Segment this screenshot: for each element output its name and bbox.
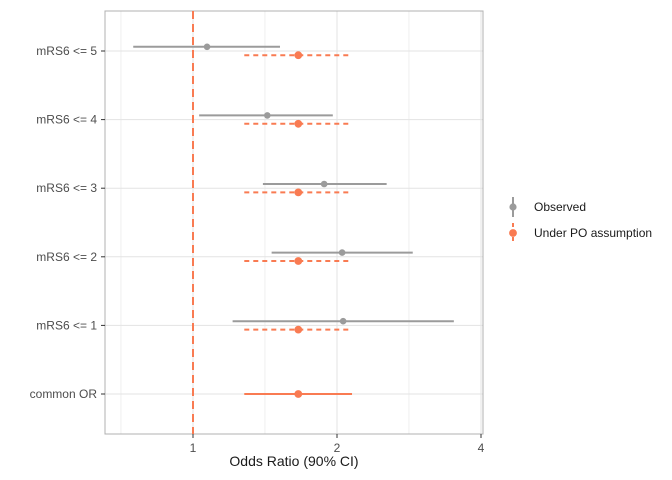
- legend-label-po: Under PO assumption: [534, 226, 653, 240]
- observed-key-icon: [509, 197, 517, 217]
- po-point: [294, 119, 303, 128]
- legend: Observed Under PO assumption: [504, 194, 652, 246]
- x-axis-title: Odds Ratio (90% CI): [229, 453, 359, 469]
- po-key-point: [509, 229, 517, 237]
- legend-item-observed: Observed: [504, 194, 652, 220]
- y-axis-label: mRS6 <= 1: [36, 318, 97, 332]
- y-axis-label: mRS6 <= 3: [36, 181, 97, 195]
- y-axis-label: mRS6 <= 2: [36, 250, 97, 264]
- po-point: [294, 257, 303, 265]
- y-axis-label: mRS6 <= 5: [36, 44, 97, 58]
- po-point: [294, 390, 303, 398]
- po-key-icon: [509, 223, 517, 243]
- observed-point: [203, 43, 211, 51]
- po-point: [294, 188, 303, 197]
- y-axis-label: mRS6 <= 4: [36, 113, 97, 127]
- po-point: [294, 325, 303, 334]
- observed-point: [264, 112, 271, 119]
- observed-key-point: [509, 203, 517, 211]
- y-axis-label: common OR: [30, 387, 98, 401]
- po-point: [294, 51, 303, 60]
- x-tick-label: 2: [334, 441, 341, 455]
- observed-point: [338, 249, 346, 256]
- legend-item-po: Under PO assumption: [504, 220, 652, 246]
- observed-point: [339, 317, 347, 325]
- x-tick-label: 4: [478, 441, 485, 455]
- x-tick-label: 1: [190, 441, 197, 455]
- observed-point: [320, 180, 328, 188]
- legend-label-observed: Observed: [534, 200, 587, 214]
- panel-border: [104, 10, 484, 435]
